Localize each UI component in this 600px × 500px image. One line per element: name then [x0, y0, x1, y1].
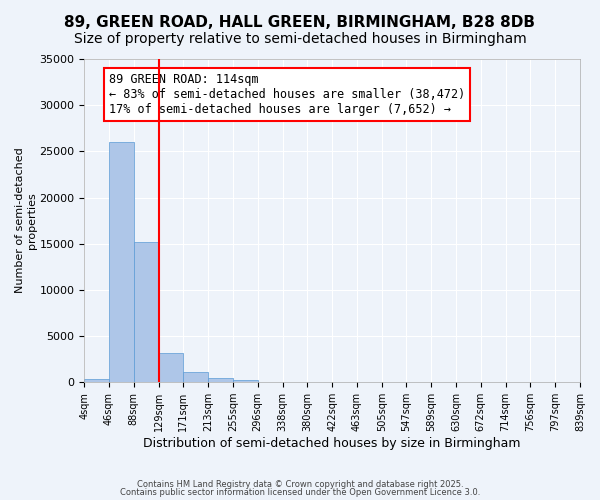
Text: 89 GREEN ROAD: 114sqm
← 83% of semi-detached houses are smaller (38,472)
17% of : 89 GREEN ROAD: 114sqm ← 83% of semi-deta… — [109, 73, 465, 116]
Bar — [233, 380, 258, 382]
X-axis label: Distribution of semi-detached houses by size in Birmingham: Distribution of semi-detached houses by … — [143, 437, 521, 450]
Text: Size of property relative to semi-detached houses in Birmingham: Size of property relative to semi-detach… — [74, 32, 526, 46]
Bar — [109, 142, 134, 382]
Bar — [158, 352, 184, 382]
Bar — [184, 372, 208, 382]
Text: Contains public sector information licensed under the Open Government Licence 3.: Contains public sector information licen… — [120, 488, 480, 497]
Bar — [134, 242, 158, 382]
Text: 89, GREEN ROAD, HALL GREEN, BIRMINGHAM, B28 8DB: 89, GREEN ROAD, HALL GREEN, BIRMINGHAM, … — [65, 15, 536, 30]
Bar — [84, 379, 109, 382]
Text: Contains HM Land Registry data © Crown copyright and database right 2025.: Contains HM Land Registry data © Crown c… — [137, 480, 463, 489]
Y-axis label: Number of semi-detached
properties: Number of semi-detached properties — [15, 148, 37, 294]
Bar — [208, 378, 233, 382]
